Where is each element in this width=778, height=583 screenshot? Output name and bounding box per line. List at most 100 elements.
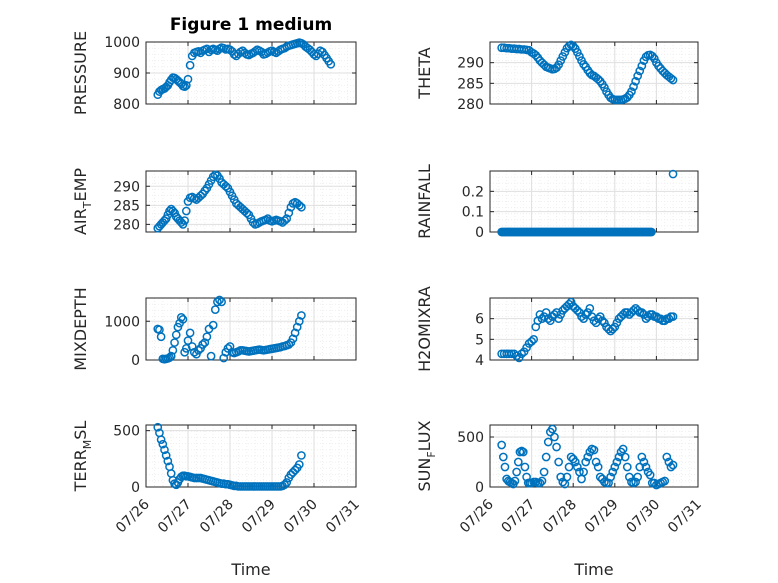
y-tick-label: 500 [457,430,484,446]
data-point [589,445,599,455]
data-point [171,330,181,340]
data-point [633,472,643,482]
data-point [554,314,563,324]
y-tick-label: 4 [475,353,484,369]
data-point [248,218,258,227]
data-point [290,465,300,475]
y-axis-label: AIRTEMP [71,168,94,235]
data-point [566,297,576,307]
subplot-4: 0 0.1 0.2 RAINFALL [415,164,699,241]
data-point [622,462,632,472]
y-tick-label: 0 [475,225,484,241]
data-point [597,316,607,326]
y-tick-label: 1000 [104,314,140,330]
data-point [221,181,231,191]
data-point [558,477,568,487]
data-point [543,437,553,447]
y-tick-label: 0 [131,480,140,496]
data-point [635,66,645,76]
data-point [282,478,292,487]
subplot-7: 0 500 TERRMSL 07/26 07/27 07/28 07/29 07/30 07/3… [71,421,363,579]
data-point [633,71,643,81]
x-tick-label: 07/31 [323,497,363,537]
data-point [198,340,208,349]
data-point [577,312,586,321]
data-point [637,308,647,317]
data-point [180,82,189,91]
data-point [297,311,306,320]
y-axis-label: MIXDEPTH [71,287,90,370]
data-point [591,457,601,467]
data-point [161,451,171,460]
data-point [639,310,649,319]
x-tick-label: 07/29 [582,497,622,537]
subplot-8: 0 500 SUNFLUX 07/26 07/27 07/28 07/29 07/30 07/3… [415,420,705,579]
data-point [647,51,657,61]
data-point [309,50,319,59]
data-point [641,462,651,472]
data-point [539,312,549,321]
data-point [579,314,588,324]
data-point [208,320,218,330]
data-point [554,60,563,70]
data-point [562,472,572,482]
data-point [641,52,651,62]
data-point [583,452,593,462]
data-point [568,41,578,51]
data-point [160,445,169,455]
data-point [581,457,591,467]
data-point [527,337,536,346]
y-tick-label: 5 [475,332,484,348]
x-tick-label: 07/27 [499,497,539,537]
data-point [311,51,321,61]
data-point [631,76,640,86]
data-point [181,206,191,216]
data-point [606,472,615,482]
data-point [622,93,632,102]
axes-box [489,170,699,233]
data-point [570,457,580,467]
x-tick-label: 07/26 [457,496,497,536]
data-point [165,353,174,363]
x-tick-label: 07/30 [281,497,321,537]
data-point [166,351,176,361]
data-point [165,206,174,216]
data-point [593,74,603,84]
data-point [240,48,250,58]
data-point [537,314,547,324]
y-axis-label: TERRMSL [71,421,94,493]
data-point [498,452,508,462]
subplot-grid: 800 900 1000 PRESSURE 280 285 290 THETA 280 285 29… [71,31,705,579]
x-axis-label: Time [230,560,270,579]
data-point [579,467,588,477]
axes-box [489,424,699,488]
data-point [158,439,168,449]
data-point [180,216,189,225]
data-point [535,478,545,488]
data-point [326,59,336,69]
y-tick-label: 800 [113,97,140,113]
data-point [504,349,514,359]
x-tick-label: 07/29 [239,497,279,537]
y-tick-label: 280 [113,217,140,233]
data-point [294,200,304,210]
data-point [520,462,530,472]
data-point [282,214,292,224]
data-point [589,316,599,326]
data-point [531,50,541,60]
x-tick-label: 07/28 [540,497,580,537]
y-tick-label: 0.2 [462,184,484,200]
data-point [550,432,559,442]
data-point [206,351,216,361]
data-point [500,462,510,472]
data-point [170,338,179,347]
data-point [153,422,163,432]
y-tick-label: 0 [475,480,484,496]
data-point [185,328,195,338]
data-point [656,314,665,324]
data-point [280,480,289,490]
data-point [647,227,656,237]
data-point [612,318,622,328]
data-point [595,312,605,321]
